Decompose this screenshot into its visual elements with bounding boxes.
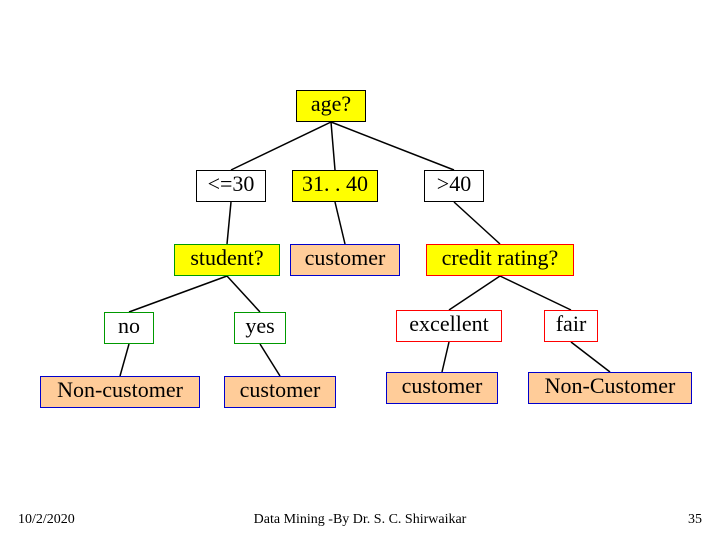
node-excellent: excellent xyxy=(396,310,502,342)
node-no: no xyxy=(104,312,154,344)
node-credit-rating: credit rating? xyxy=(426,244,574,276)
node-customer-mid: customer xyxy=(290,244,400,276)
node-label: <=30 xyxy=(208,171,255,196)
node-customer-excellent: customer xyxy=(386,372,498,404)
node-non-customer-left: Non-customer xyxy=(40,376,200,408)
node-customer-yes: customer xyxy=(224,376,336,408)
node-label: no xyxy=(118,313,140,338)
node-label: age? xyxy=(311,91,351,116)
node-label: yes xyxy=(245,313,274,338)
node-root: age? xyxy=(296,90,366,122)
node-fair: fair xyxy=(544,310,598,342)
node-label: Non-customer xyxy=(57,377,183,402)
node-gt40: >40 xyxy=(424,170,484,202)
node-label: >40 xyxy=(437,171,471,196)
node-label: student? xyxy=(190,245,263,270)
node-label: Non-Customer xyxy=(545,373,676,398)
node-3140: 31. . 40 xyxy=(292,170,378,202)
footer-page-number: 35 xyxy=(688,512,702,528)
node-non-customer-right: Non-Customer xyxy=(528,372,692,404)
node-label: customer xyxy=(240,377,321,402)
footer-caption: Data Mining -By Dr. S. C. Shirwaikar xyxy=(254,512,467,528)
node-label: fair xyxy=(556,311,587,336)
node-label: customer xyxy=(402,373,483,398)
footer-date: 10/2/2020 xyxy=(18,512,75,528)
node-yes: yes xyxy=(234,312,286,344)
node-label: credit rating? xyxy=(442,245,559,270)
diagram-canvas: age? <=30 31. . 40 >40 student? customer… xyxy=(0,0,720,540)
node-label: excellent xyxy=(409,311,488,336)
node-le30: <=30 xyxy=(196,170,266,202)
node-label: 31. . 40 xyxy=(302,171,368,196)
node-student: student? xyxy=(174,244,280,276)
node-label: customer xyxy=(305,245,386,270)
